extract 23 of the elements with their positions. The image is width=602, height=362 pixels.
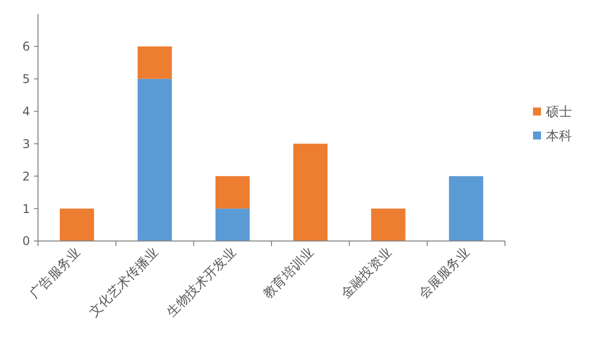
bar [215, 176, 250, 209]
x-tick-label: 广告服务业 [27, 245, 84, 302]
x-tick-label: 教育培训业 [260, 244, 318, 302]
x-tick-label: 会展服务业 [416, 245, 473, 302]
y-tick-label: 3 [22, 136, 30, 151]
x-tick-label: 金融投资业 [338, 245, 396, 302]
y-tick-label: 6 [22, 40, 30, 54]
bar [60, 208, 94, 241]
y-tick-label: 4 [22, 104, 30, 118]
bar [293, 144, 328, 241]
legend-label: 硕士 [545, 105, 572, 120]
bar [138, 78, 172, 241]
y-tick-label: 2 [22, 169, 30, 184]
bar [215, 208, 250, 241]
y-tick-label: 5 [22, 72, 30, 86]
bar [371, 208, 406, 241]
legend-label: 本科 [546, 129, 572, 144]
bar [448, 176, 484, 241]
bar [138, 46, 172, 79]
y-tick-label: 1 [22, 202, 30, 216]
x-tick-label: 生物技术开发业 [164, 245, 240, 320]
y-tick-label: 0 [22, 234, 30, 248]
x-tick-label: 文化艺术传播业 [86, 245, 162, 320]
